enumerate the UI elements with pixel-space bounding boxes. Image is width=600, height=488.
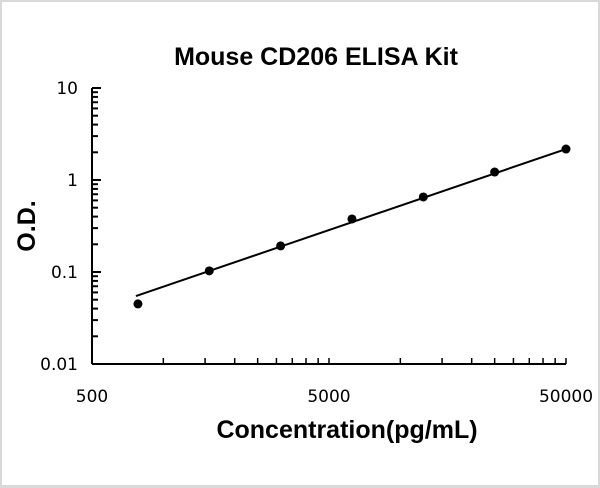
y-axis (91, 87, 101, 365)
chart-title: Mouse CD206 ELISA Kit (174, 43, 459, 71)
y-axis-title: O.D. (13, 200, 41, 251)
x-tick-label: 5000 (307, 387, 350, 407)
data-point (133, 299, 143, 309)
data-point (204, 266, 214, 276)
y-tick-labels: 0.01 0.1 1 10 (40, 79, 78, 375)
y-tick-label: 0.1 (51, 263, 78, 283)
x-axis-title: Concentration(pg/mL) (216, 416, 477, 444)
data-points (133, 144, 571, 309)
data-point (347, 214, 357, 224)
x-axis (92, 358, 567, 365)
y-tick-label: 1 (67, 171, 78, 191)
y-tick-label: 0.01 (40, 355, 78, 375)
data-point (276, 241, 286, 251)
data-point (490, 167, 500, 177)
x-tick-label: 50000 (539, 387, 593, 407)
data-point (561, 144, 571, 154)
y-tick-label: 10 (56, 79, 78, 99)
x-tick-labels: 500 5000 50000 (76, 387, 593, 407)
data-point (418, 192, 428, 202)
x-tick-label: 500 (76, 387, 108, 407)
